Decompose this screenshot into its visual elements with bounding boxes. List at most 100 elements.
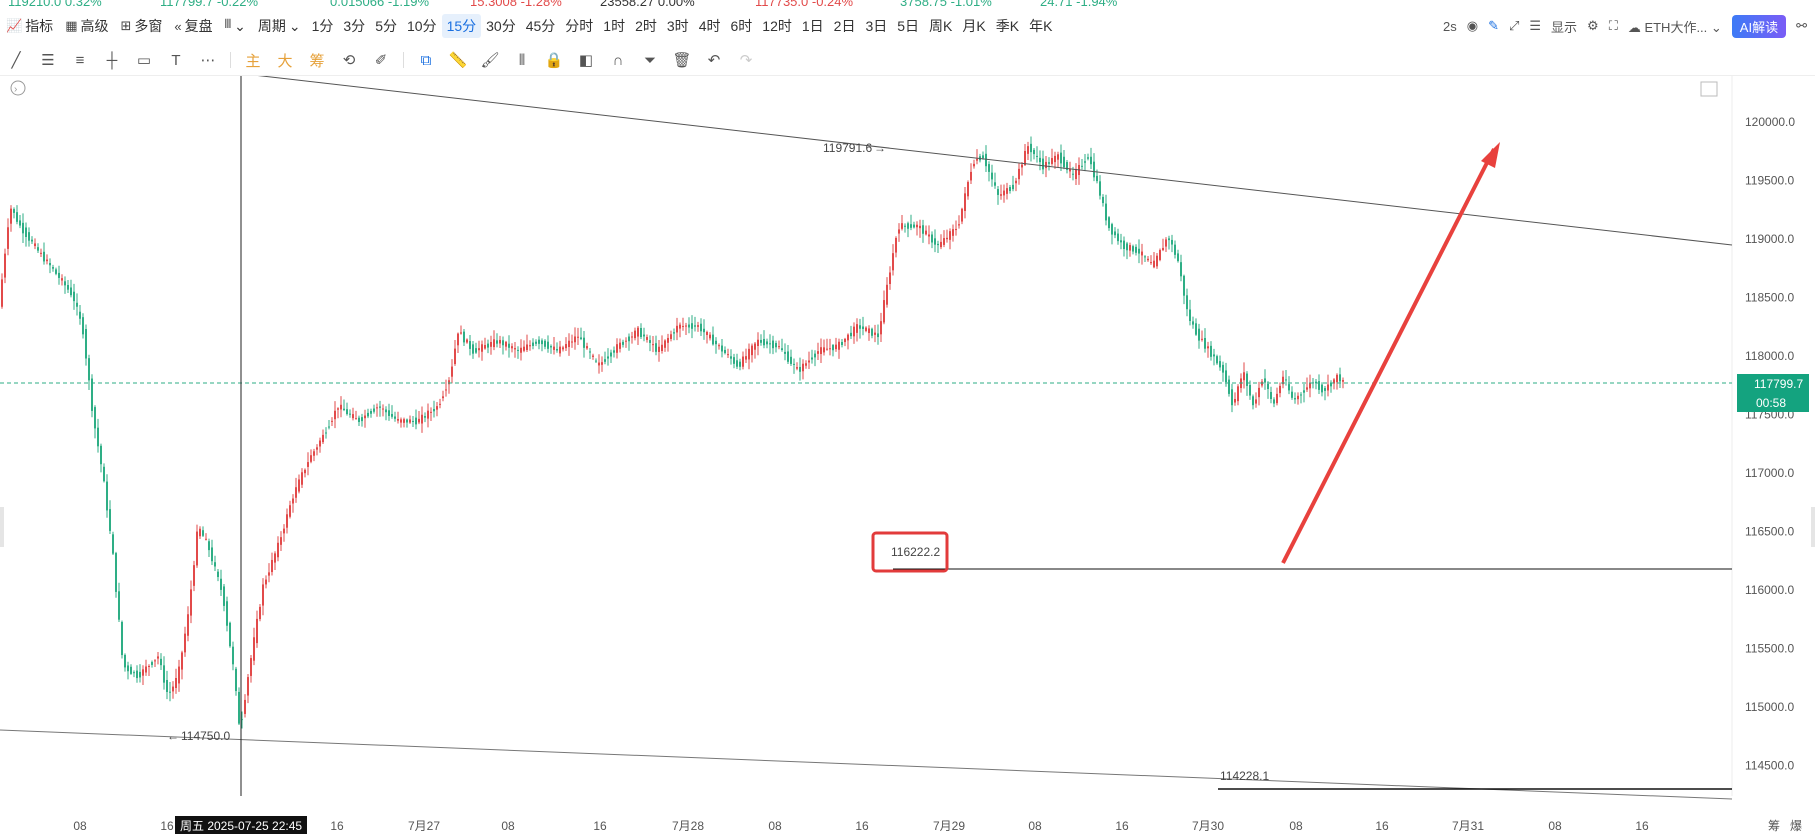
period-option[interactable]: 45分	[525, 18, 556, 34]
period-option[interactable]: 5日	[897, 18, 920, 34]
pen-icon[interactable]: ✎	[1488, 18, 1499, 33]
ticker-item[interactable]: 0.015066 -1.19%	[330, 0, 430, 9]
period-option[interactable]: 周K	[929, 18, 953, 34]
period-option[interactable]: 30分	[486, 18, 516, 34]
candle-body	[706, 331, 708, 336]
period-option[interactable]: 年K	[1029, 18, 1053, 34]
refresh-interval[interactable]: 2s	[1442, 18, 1457, 34]
period-option[interactable]: 3日	[865, 18, 888, 34]
menu-icon[interactable]: ☰	[1529, 18, 1542, 33]
display-button[interactable]: 显示	[1551, 19, 1578, 35]
main-chart-toggle[interactable]: 主	[245, 52, 261, 70]
chip-corner-label[interactable]: 筹	[1768, 819, 1780, 833]
period-option[interactable]: 季K	[995, 18, 1020, 34]
advanced-label: 高级	[80, 18, 109, 34]
y-axis-tick-label: 118500.0	[1745, 291, 1794, 305]
ruler-edit-icon[interactable]: ✐	[374, 52, 388, 69]
candle-body	[64, 281, 66, 286]
lower-trendline[interactable]	[0, 729, 1733, 800]
period-option[interactable]: 5分	[375, 18, 397, 34]
candle-body	[1141, 251, 1143, 256]
candle-body	[340, 404, 342, 410]
ticker-item[interactable]: 119210.0 0.32%	[8, 0, 102, 9]
candle-body	[688, 324, 690, 328]
candle-body	[643, 334, 645, 337]
upper-trendline[interactable]	[209, 69, 1733, 246]
candle-body	[712, 334, 714, 345]
chart-type-select[interactable]: 𝍫 ⌄	[219, 14, 252, 38]
period-option[interactable]: 15分	[441, 14, 482, 38]
left-panel-handle[interactable]	[0, 507, 4, 547]
copy-icon[interactable]: ⧉	[420, 51, 432, 69]
chip-toggle[interactable]: 筹	[309, 52, 325, 70]
visibility-icon[interactable]: ◧	[578, 52, 594, 69]
ticker-item[interactable]: 23558.27 0.00%	[600, 0, 695, 9]
redo-icon[interactable]: ↷	[739, 52, 753, 69]
period-select[interactable]: 周期 ⌄	[252, 14, 307, 38]
period-option[interactable]: 1时	[603, 18, 626, 34]
right-panel-handle[interactable]	[1811, 507, 1815, 547]
candle-body	[370, 411, 372, 414]
replay-button[interactable]: «复盘	[168, 14, 218, 38]
expand-icon[interactable]: ⤢	[1508, 18, 1520, 33]
ticker-item[interactable]: 117735.0 -0.24%	[755, 0, 854, 9]
rectangle-icon[interactable]: ▭	[136, 52, 152, 69]
sync-icon[interactable]: ⟲	[342, 52, 356, 69]
period-option[interactable]: 2日	[833, 18, 856, 34]
trendline-icon[interactable]: ╱	[11, 52, 21, 69]
lock-icon[interactable]: 🔒	[544, 52, 564, 69]
advanced-button[interactable]: ▦ 高级	[59, 14, 114, 38]
liquidation-corner-label[interactable]: 爆	[1790, 819, 1802, 833]
candle-body	[73, 291, 75, 302]
candles-icon[interactable]: ⫴	[518, 51, 526, 69]
candlestick-chart[interactable]: 116222.2 114228.1 119791.6 → ← 114750.0 …	[0, 69, 1815, 837]
period-option[interactable]: 12时	[762, 18, 792, 34]
ticker-item[interactable]: 24.71 -1.94%	[1040, 0, 1118, 9]
fullscreen-icon[interactable]: ⛶	[1608, 18, 1618, 33]
undo-icon[interactable]: ↶	[707, 52, 721, 69]
period-option[interactable]: 月K	[962, 18, 986, 34]
ai-analysis-button[interactable]: AI解读	[1731, 14, 1787, 38]
y-axis-tick-label: 115500.0	[1745, 642, 1794, 656]
ticker-item[interactable]: 3758.75 -1.01%	[900, 0, 992, 9]
period-option[interactable]: 4时	[698, 18, 721, 34]
period-option[interactable]: 3分	[343, 18, 366, 34]
period-option[interactable]: 6时	[730, 18, 753, 34]
candle-body	[55, 269, 57, 274]
symbol-select[interactable]: ☁ ETH大作... ⌄	[1627, 19, 1722, 35]
candle-body	[397, 419, 399, 421]
ticker-item[interactable]: 117799.7 -0.22%	[160, 0, 259, 9]
candle-body	[1, 279, 3, 307]
candle-body	[535, 341, 537, 344]
magnet-icon[interactable]: ∩	[612, 51, 624, 69]
period-option[interactable]: 分时	[565, 18, 594, 34]
candle-body	[85, 329, 87, 359]
multi-window-button[interactable]: ⊞ 多窗	[114, 14, 168, 38]
parallel-channel-icon[interactable]: ≡	[75, 51, 85, 69]
period-option[interactable]: 1日	[801, 18, 824, 34]
candle-body	[925, 230, 927, 235]
period-option[interactable]: 3时	[666, 18, 689, 34]
period-option[interactable]: 2时	[635, 18, 657, 34]
expand-legend-icon[interactable]	[10, 80, 26, 96]
ticker-item[interactable]: 15.3008 -1.28%	[470, 0, 562, 9]
chart-canvas[interactable]: 116222.2 114228.1 119791.6 → ← 114750.0 …	[0, 69, 1815, 837]
filter-icon[interactable]: ⏷	[643, 51, 656, 69]
share-icon[interactable]: ⚯	[1796, 18, 1807, 33]
camera-icon[interactable]: ◉	[1466, 18, 1479, 33]
candle-body	[1255, 399, 1257, 404]
horizontal-ray-icon[interactable]: ┼	[106, 51, 118, 69]
period-option[interactable]: 10分	[406, 18, 437, 34]
horizontal-lines-icon[interactable]: ☰	[41, 52, 55, 69]
text-icon[interactable]: T	[171, 51, 181, 69]
period-option[interactable]: 1分	[311, 18, 334, 34]
brush-icon[interactable]: 🖌	[480, 52, 500, 69]
trash-icon[interactable]: 🗑	[672, 52, 692, 69]
big-order-toggle[interactable]: 大	[277, 52, 293, 70]
indicators-button[interactable]: 📈 指标	[0, 14, 59, 38]
fit-screen-icon[interactable]	[1700, 81, 1718, 97]
gear-icon[interactable]: ⚙	[1587, 18, 1599, 33]
ruler-icon[interactable]: 📏	[448, 52, 468, 69]
candle-body	[58, 272, 60, 278]
more-icon[interactable]: ⋯	[200, 52, 216, 69]
